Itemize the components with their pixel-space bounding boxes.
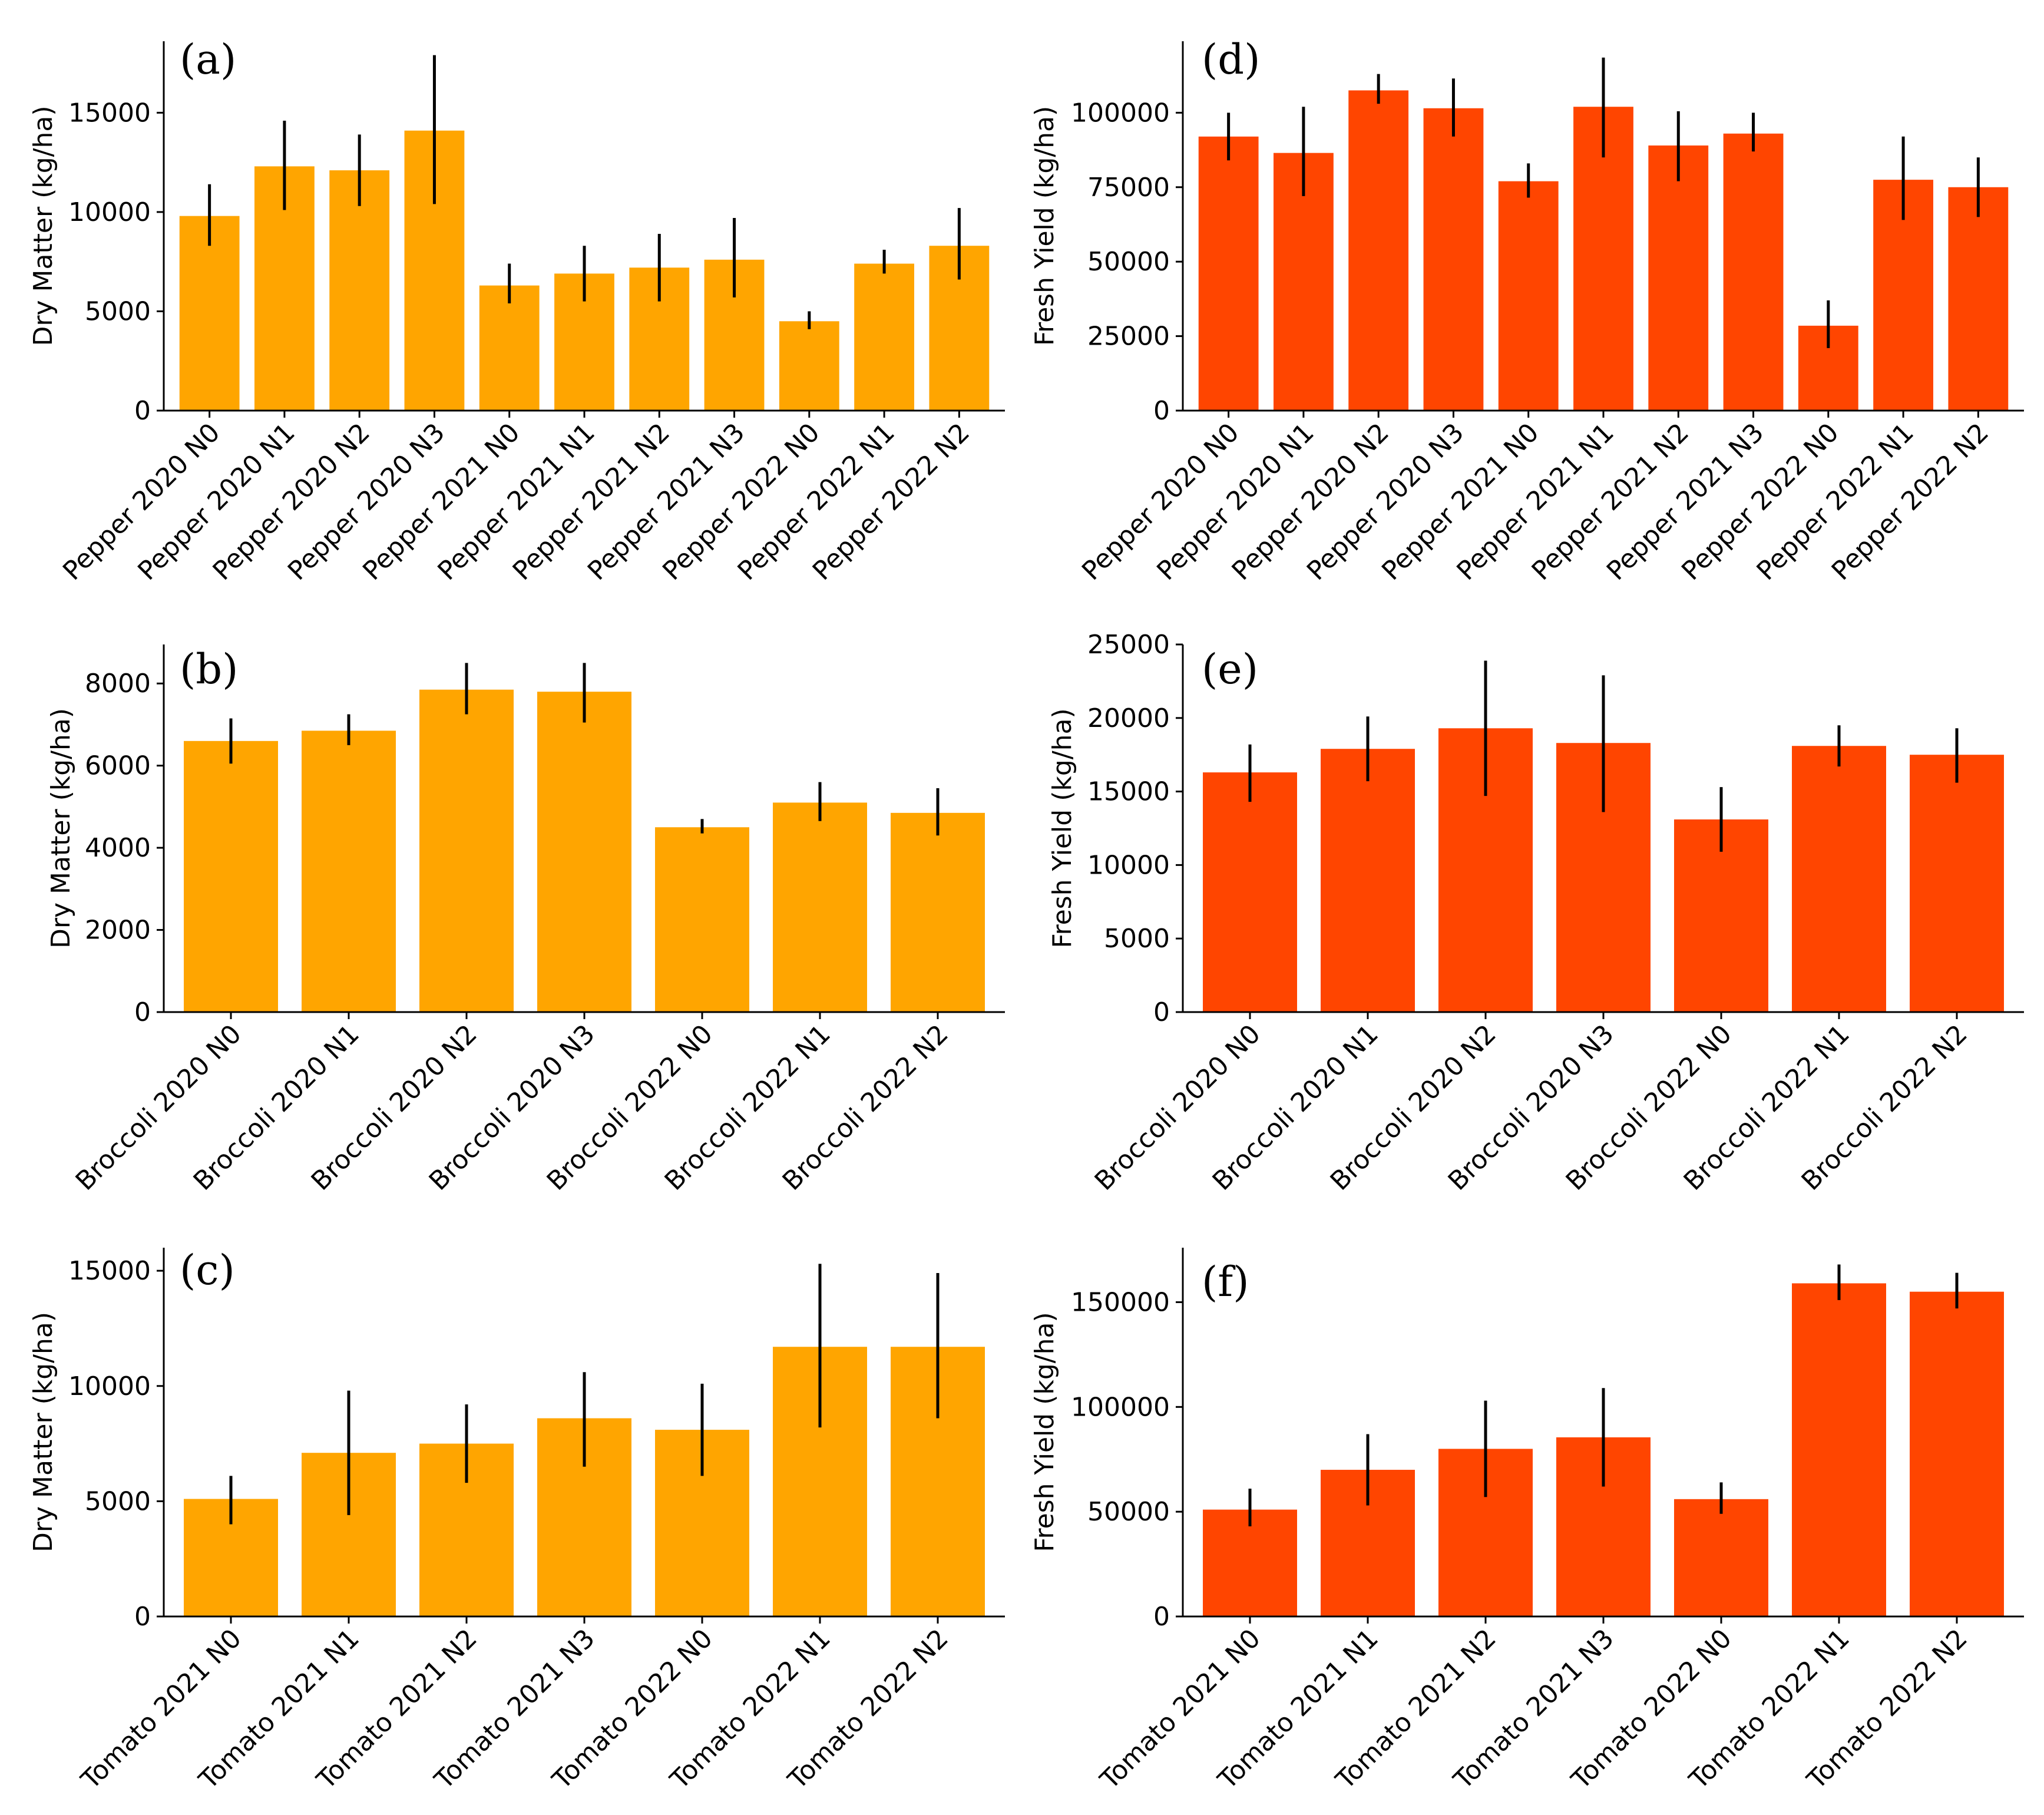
bar xyxy=(1792,746,1886,1012)
y-axis-label: Fresh Yield (kg/ha) xyxy=(1047,708,1077,948)
bar xyxy=(1910,1291,2004,1616)
bar xyxy=(419,689,514,1012)
panel-label: (e) xyxy=(1202,645,1258,693)
y-tick-label: 0 xyxy=(134,396,151,426)
y-tick-label: 50000 xyxy=(1087,1497,1170,1527)
bar xyxy=(1792,1283,1886,1616)
y-axis-label: Fresh Yield (kg/ha) xyxy=(1030,106,1060,346)
y-tick-label: 50000 xyxy=(1087,247,1170,277)
bar xyxy=(1203,1509,1297,1616)
bar xyxy=(1321,749,1415,1012)
y-tick-label: 10000 xyxy=(1087,850,1170,880)
bar xyxy=(1198,136,1259,411)
y-tick-label: 100000 xyxy=(1071,98,1170,128)
y-tick-label: 150000 xyxy=(1071,1287,1170,1317)
y-tick-label: 20000 xyxy=(1087,703,1170,733)
panel-label: (f) xyxy=(1202,1258,1249,1306)
y-tick-label: 0 xyxy=(1153,396,1170,426)
bar xyxy=(779,321,839,411)
y-axis-label: Dry Matter (kg/ha) xyxy=(28,106,58,346)
y-tick-label: 15000 xyxy=(68,98,151,128)
y-tick-label: 2000 xyxy=(85,915,151,945)
y-tick-label: 4000 xyxy=(85,833,151,863)
bar xyxy=(1674,1499,1768,1616)
y-tick-label: 25000 xyxy=(1087,630,1170,660)
y-tick-label: 0 xyxy=(134,1602,151,1632)
bar xyxy=(1648,145,1709,411)
y-axis-label: Fresh Yield (kg/ha) xyxy=(1030,1312,1060,1552)
bar xyxy=(537,692,631,1012)
bar xyxy=(184,740,278,1012)
bar xyxy=(1203,772,1297,1012)
y-tick-label: 15000 xyxy=(68,1256,151,1286)
y-tick-label: 5000 xyxy=(85,1486,151,1516)
panel-label: (a) xyxy=(180,35,236,84)
panel-label: (c) xyxy=(180,1246,235,1294)
bar xyxy=(773,802,867,1012)
y-tick-label: 75000 xyxy=(1087,173,1170,203)
y-tick-label: 5000 xyxy=(1104,924,1170,954)
bar xyxy=(1723,133,1784,411)
bar xyxy=(1348,90,1409,411)
panel-label: (d) xyxy=(1202,35,1260,84)
y-tick-label: 10000 xyxy=(68,197,151,227)
y-tick-label: 8000 xyxy=(85,669,151,699)
bar xyxy=(179,216,240,411)
y-axis-label: Dry Matter (kg/ha) xyxy=(28,1312,58,1552)
y-tick-label: 0 xyxy=(134,997,151,1027)
bar xyxy=(891,812,985,1012)
panel-label: (b) xyxy=(180,645,238,693)
bar xyxy=(1948,187,2009,411)
y-tick-label: 10000 xyxy=(68,1371,151,1401)
bar xyxy=(479,285,540,411)
y-tick-label: 15000 xyxy=(1087,777,1170,807)
bar xyxy=(655,827,749,1012)
y-tick-label: 25000 xyxy=(1087,322,1170,352)
y-tick-label: 5000 xyxy=(85,296,151,326)
y-axis-label: Dry Matter (kg/ha) xyxy=(46,708,76,948)
bar xyxy=(1498,181,1559,411)
y-tick-label: 6000 xyxy=(85,751,151,781)
bar xyxy=(1423,108,1484,411)
y-tick-label: 0 xyxy=(1153,997,1170,1027)
y-tick-label: 100000 xyxy=(1071,1392,1170,1422)
bar xyxy=(329,170,390,411)
bar xyxy=(1910,755,2004,1012)
bar xyxy=(302,730,396,1012)
bar xyxy=(854,263,914,411)
y-tick-label: 0 xyxy=(1153,1602,1170,1632)
